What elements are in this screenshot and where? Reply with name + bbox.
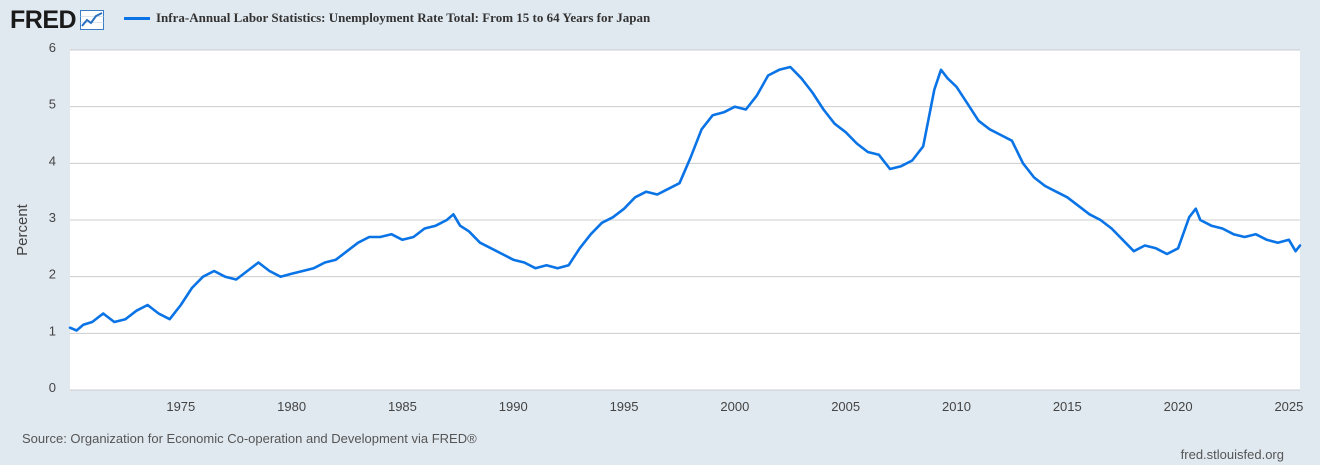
y-axis-label: Percent <box>14 203 31 256</box>
source-note: Source: Organization for Economic Co-ope… <box>22 431 477 446</box>
x-tick-label: 2000 <box>720 399 749 414</box>
trend-chart-icon <box>80 10 105 30</box>
y-tick-label: 2 <box>49 267 56 282</box>
x-tick-label: 1995 <box>610 399 639 414</box>
y-tick-label: 6 <box>49 40 56 55</box>
x-tick-label: 2010 <box>942 399 971 414</box>
x-tick-label: 2015 <box>1053 399 1082 414</box>
y-tick-label: 5 <box>49 97 56 112</box>
y-tick-label: 0 <box>49 380 56 395</box>
y-tick-label: 3 <box>49 210 56 225</box>
x-tick-label: 2005 <box>831 399 860 414</box>
fred-logo[interactable]: FRED <box>10 5 105 34</box>
x-tick-label: 1975 <box>166 399 195 414</box>
y-tick-label: 4 <box>49 153 56 168</box>
fred-url-link[interactable]: fred.stlouisfed.org <box>1180 447 1284 462</box>
x-tick-label: 2025 <box>1274 399 1303 414</box>
series-line <box>68 65 1302 332</box>
legend-line-swatch <box>124 16 150 20</box>
x-tick-label: 2020 <box>1164 399 1193 414</box>
x-tick-label: 1980 <box>277 399 306 414</box>
fred-logo-text: FRED <box>10 5 77 34</box>
x-tick-label: 1990 <box>499 399 528 414</box>
y-tick-label: 1 <box>49 323 56 338</box>
x-tick-label: 1985 <box>388 399 417 414</box>
chart-legend: Infra-Annual Labor Statistics: Unemploym… <box>124 10 650 26</box>
chart-title: Infra-Annual Labor Statistics: Unemploym… <box>156 10 651 25</box>
